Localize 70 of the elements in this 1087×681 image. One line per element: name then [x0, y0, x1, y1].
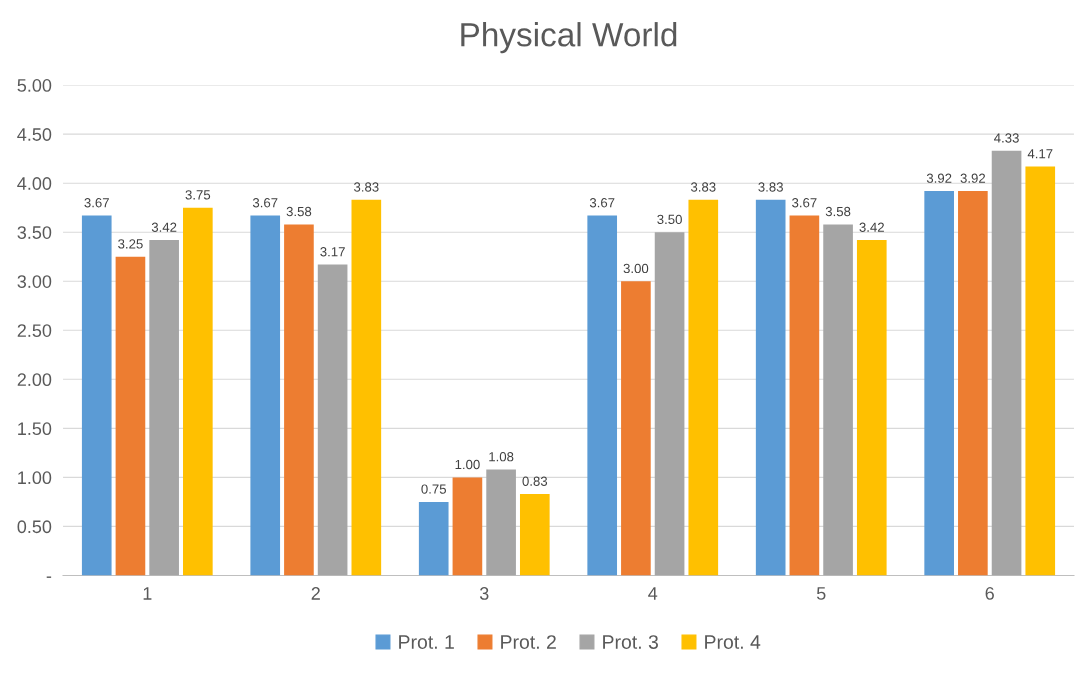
bar — [115, 256, 146, 576]
chart-title: Physical World — [461, 22, 677, 54]
y-tick-label: - — [46, 576, 52, 578]
data-label: 3.50 — [657, 214, 682, 225]
bar — [284, 224, 314, 576]
x-tick-label: 3 — [479, 587, 489, 600]
bar — [317, 264, 348, 576]
x-tick-label: 1 — [143, 587, 152, 600]
bar — [823, 224, 853, 576]
bar — [924, 191, 954, 576]
bar — [587, 215, 618, 576]
data-label: 3.58 — [286, 206, 312, 217]
data-label: 3.75 — [185, 190, 211, 200]
bar — [958, 191, 988, 576]
bar — [351, 199, 382, 576]
bar — [991, 150, 1022, 576]
legend-label: Prot. 4 — [705, 635, 761, 649]
data-label: 4.33 — [994, 133, 1019, 143]
y-tick-label: 4.50 — [17, 128, 52, 141]
data-label: 3.83 — [353, 182, 379, 192]
data-label: 3.83 — [690, 182, 716, 192]
bar — [250, 215, 281, 576]
legend-label: Prot. 3 — [603, 635, 658, 649]
bar — [81, 215, 112, 576]
legend-label: Prot. 2 — [501, 635, 556, 649]
bar — [452, 477, 483, 576]
bar — [789, 215, 820, 576]
bar — [688, 199, 719, 576]
y-tick-label: 3.50 — [17, 226, 52, 239]
y-tick-label: 2.50 — [17, 324, 52, 338]
y-tick-label: 2.00 — [17, 373, 52, 387]
y-tick-label: 4.00 — [17, 177, 52, 190]
data-label: 3.67 — [792, 198, 817, 208]
data-label: 3.58 — [825, 206, 851, 217]
y-tick-label: 1.50 — [18, 422, 52, 436]
data-label: 4.17 — [1027, 149, 1053, 159]
data-label: 3.92 — [960, 173, 986, 183]
data-label: 3.83 — [758, 182, 783, 192]
bar — [149, 240, 179, 576]
y-tick-label: 0.50 — [17, 520, 52, 534]
data-label: 3.17 — [320, 247, 345, 257]
bar — [755, 199, 786, 576]
y-tick-label: 5.00 — [17, 79, 52, 92]
bar — [1025, 166, 1056, 576]
data-label: 1.00 — [455, 459, 480, 470]
bar — [654, 232, 685, 576]
y-tick-label: 3.00 — [17, 275, 52, 288]
data-label: 3.92 — [926, 173, 952, 183]
bar — [486, 469, 516, 576]
data-label: 3.67 — [252, 198, 278, 208]
x-tick-label: 2 — [311, 587, 320, 600]
data-label: 3.67 — [84, 198, 109, 208]
x-tick-label: 6 — [985, 587, 994, 600]
data-label: 3.42 — [151, 222, 177, 232]
bar — [183, 207, 213, 576]
bar — [418, 501, 449, 576]
data-label: 3.67 — [589, 198, 615, 208]
x-tick-label: 5 — [816, 587, 826, 600]
data-label: 0.75 — [421, 484, 446, 494]
y-tick-label: 1.00 — [18, 471, 52, 485]
legend-label: Prot. 1 — [399, 635, 454, 649]
x-tick-label: 4 — [648, 587, 658, 600]
data-label: 3.25 — [118, 239, 143, 249]
data-label: 1.08 — [489, 452, 514, 462]
data-label: 3.42 — [859, 222, 884, 232]
bar — [621, 281, 651, 576]
data-label: 3.00 — [623, 263, 649, 274]
bar — [519, 494, 550, 576]
data-label: 0.83 — [522, 476, 548, 486]
bar — [856, 240, 887, 576]
